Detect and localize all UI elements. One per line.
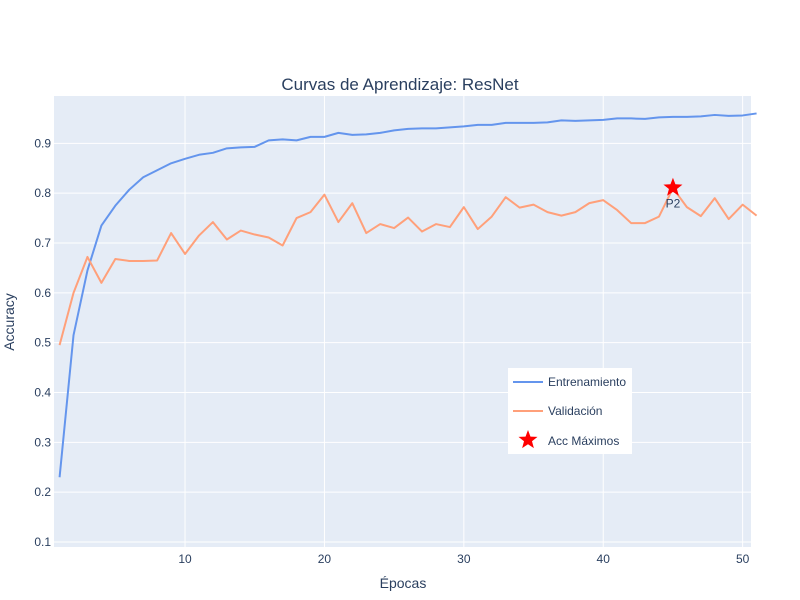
x-tick-label: 40 xyxy=(597,552,611,566)
y-tick-label: 0.5 xyxy=(34,336,51,350)
marker-annotation: P2 xyxy=(666,197,681,211)
legend: Entrenamiento Validación Acc Máximos xyxy=(508,368,632,454)
axis-ticks: 10 20 30 40 50 0.1 0.2 0.3 0.4 0.5 0.6 0.7 0.8 0.9 xyxy=(34,136,749,566)
y-tick-label: 0.4 xyxy=(34,386,51,400)
x-tick-label: 10 xyxy=(178,552,192,566)
grid xyxy=(54,96,751,547)
series-layer xyxy=(58,112,758,478)
chart-title: Curvas de Aprendizaje: ResNet xyxy=(281,75,518,94)
series-line-train xyxy=(58,112,757,478)
y-tick-label: 0.3 xyxy=(34,435,51,449)
x-tick-label: 30 xyxy=(457,552,471,566)
y-tick-label: 0.7 xyxy=(34,236,51,250)
legend-label-train: Entrenamiento xyxy=(548,375,626,389)
series-line-val xyxy=(58,187,758,346)
y-tick-label: 0.6 xyxy=(34,286,51,300)
y-axis-label: Accuracy xyxy=(1,293,17,351)
legend-star-icon xyxy=(518,430,538,449)
y-tick-label: 0.2 xyxy=(34,485,51,499)
legend-label-val: Validación xyxy=(548,404,602,418)
legend-label-marker: Acc Máximos xyxy=(548,434,619,448)
x-axis-label: Épocas xyxy=(380,575,427,591)
x-tick-label: 20 xyxy=(318,552,332,566)
plot-background xyxy=(54,96,751,547)
max-accuracy-star-marker xyxy=(663,177,683,196)
y-tick-label: 0.1 xyxy=(34,535,51,549)
x-tick-label: 50 xyxy=(736,552,750,566)
marker-layer: P2 xyxy=(663,177,683,211)
y-tick-label: 0.8 xyxy=(34,186,51,200)
y-tick-label: 0.9 xyxy=(34,136,51,150)
star-icon xyxy=(518,430,538,449)
